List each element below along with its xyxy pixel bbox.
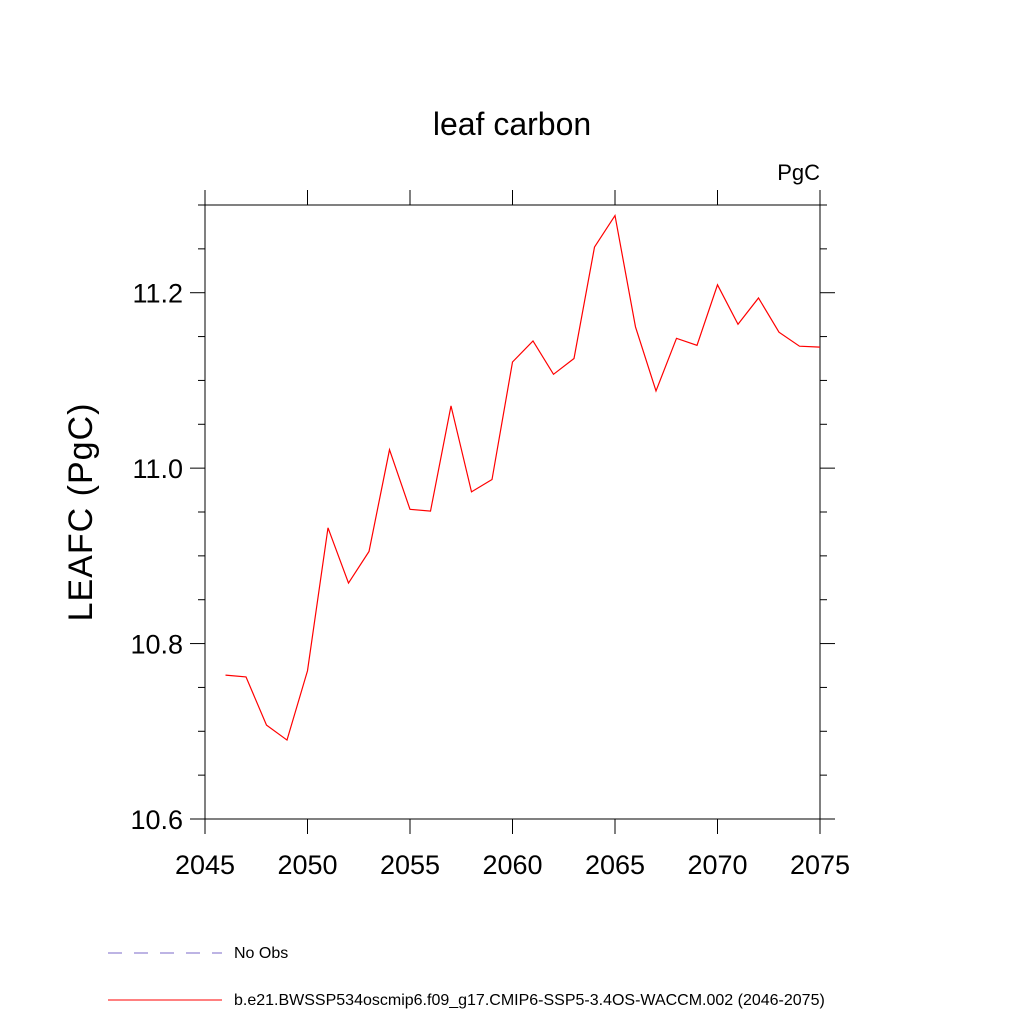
axis-ticks [190,190,835,834]
x-tick-label: 2045 [175,850,235,880]
units-label: PgC [777,160,820,185]
legend: No Obs b.e21.BWSSP534oscmip6.f09_g17.CMI… [108,945,825,1009]
legend-label-model: b.e21.BWSSP534oscmip6.f09_g17.CMIP6-SSP5… [234,992,825,1009]
y-axis-label: LEAFC (PgC) [62,403,100,622]
chart-title: leaf carbon [433,106,591,142]
plot-frame [204,204,821,820]
y-tick-label: 10.6 [130,805,183,835]
x-tick-label: 2065 [585,850,645,880]
series-layer [225,213,821,742]
y-tick-label: 11.0 [132,454,183,484]
legend-label-no-obs: No Obs [234,945,288,962]
axis-tick-labels: 2045 2050 2055 2060 2065 2070 2075 10.6 10.8 11.0… [130,279,850,880]
x-tick-label: 2060 [482,850,542,880]
series-line-0 [225,213,821,742]
y-tick-label: 10.8 [130,630,183,660]
y-tick-label: 11.2 [132,279,183,309]
x-tick-label: 2075 [790,850,850,880]
x-tick-label: 2070 [687,850,747,880]
x-tick-label: 2050 [277,850,337,880]
x-tick-label: 2055 [380,850,440,880]
